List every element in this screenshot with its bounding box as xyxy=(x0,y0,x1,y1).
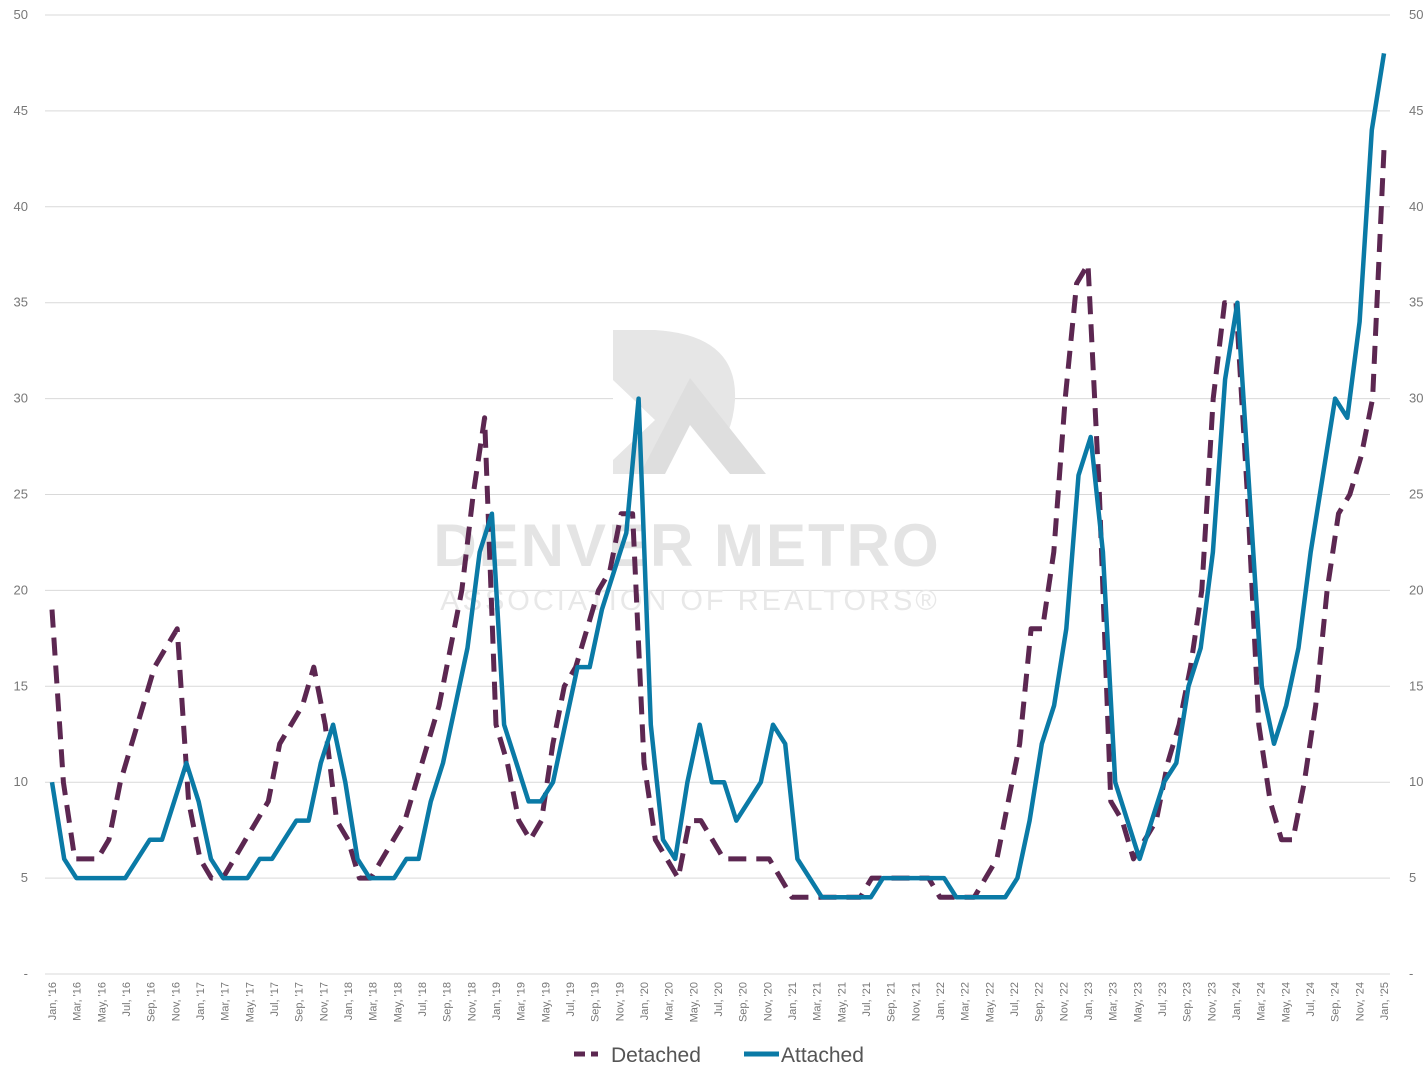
series-points-attached xyxy=(51,53,1385,898)
y-tick-label-right: 15 xyxy=(1409,678,1423,693)
y-tick-label-left: 15 xyxy=(14,678,28,693)
legend: Detached Attached xyxy=(574,1044,864,1066)
x-tick-label: Jul, '16 xyxy=(121,982,133,1017)
series-layer xyxy=(49,53,1387,900)
x-tick-label: Mar, '17 xyxy=(220,982,232,1021)
y-tick-label-left: 5 xyxy=(21,870,28,885)
x-tick-label: Nov, '24 xyxy=(1354,982,1366,1021)
x-tick-label: Jul, '23 xyxy=(1157,982,1169,1017)
x-tick-label: Nov, '22 xyxy=(1058,982,1070,1021)
x-tick-label: Sep, '18 xyxy=(442,982,454,1022)
x-tick-label: Jan, '22 xyxy=(935,982,947,1020)
y-tick-label-left: 40 xyxy=(14,199,28,214)
x-axis: Jan, '16 Mar, '16 May, '16 Jul, '16 Sep, '16… xyxy=(47,982,1391,1022)
y-tick-label-left: - xyxy=(24,966,28,981)
y-tick-label-right: 50 xyxy=(1409,7,1423,22)
y-tick-label-right: 40 xyxy=(1409,199,1423,214)
x-tick-label: Sep, '17 xyxy=(294,982,306,1022)
watermark: DENVER METRO ASSOCIATION OF REALTORS® xyxy=(433,330,940,617)
x-tick-label: Nov, '16 xyxy=(170,982,182,1021)
x-tick-label: Jan, '25 xyxy=(1379,982,1391,1020)
x-tick-label: Sep, '21 xyxy=(886,982,898,1022)
x-tick-label: May, '16 xyxy=(96,982,108,1022)
x-tick-label: Mar, '16 xyxy=(72,982,84,1021)
x-tick-label: May, '23 xyxy=(1132,982,1144,1022)
y-tick-label-right: - xyxy=(1409,966,1413,981)
series-line-attached xyxy=(49,53,1387,900)
y-tick-label-left: 50 xyxy=(14,7,28,22)
x-tick-label: Jul, '19 xyxy=(565,982,577,1017)
x-tick-label: May, '20 xyxy=(688,982,700,1022)
y-tick-label-right: 45 xyxy=(1409,103,1423,118)
x-tick-label: Sep, '22 xyxy=(1034,982,1046,1022)
x-tick-label: Mar, '21 xyxy=(812,982,824,1021)
x-tick-label: Sep, '24 xyxy=(1330,982,1342,1022)
watermark-subtitle: ASSOCIATION OF REALTORS® xyxy=(440,585,939,617)
x-tick-label: Mar, '20 xyxy=(664,982,676,1021)
x-tick-label: Jan, '24 xyxy=(1231,982,1243,1020)
x-tick-label: May, '18 xyxy=(392,982,404,1022)
x-tick-label: Jan, '16 xyxy=(47,982,59,1020)
x-tick-label: May, '22 xyxy=(984,982,996,1022)
x-tick-label: Jan, '19 xyxy=(491,982,503,1020)
watermark-title: DENVER METRO xyxy=(433,512,940,579)
legend-item-attached: Attached xyxy=(744,1044,864,1066)
x-tick-label: Mar, '23 xyxy=(1108,982,1120,1021)
gridlines xyxy=(45,14,1390,975)
x-tick-label: Sep, '19 xyxy=(590,982,602,1022)
x-tick-label: Jan, '18 xyxy=(343,982,355,1020)
legend-label-attached: Attached xyxy=(781,1044,864,1066)
x-tick-label: Mar, '18 xyxy=(368,982,380,1021)
x-tick-label: Nov, '23 xyxy=(1206,982,1218,1021)
y-tick-label-left: 45 xyxy=(14,103,28,118)
y-tick-label-left: 30 xyxy=(14,391,28,406)
y-tick-label-left: 10 xyxy=(14,774,28,789)
y-tick-label-right: 5 xyxy=(1409,870,1416,885)
x-tick-label: Nov, '19 xyxy=(614,982,626,1021)
legend-label-detached: Detached xyxy=(611,1044,701,1066)
y-tick-label-right: 10 xyxy=(1409,774,1423,789)
x-tick-label: Jan, '23 xyxy=(1083,982,1095,1020)
y-tick-label-right: 25 xyxy=(1409,487,1423,502)
x-tick-label: Jul, '21 xyxy=(861,982,873,1017)
y-tick-label-left: 25 xyxy=(14,487,28,502)
x-tick-label: Jul, '20 xyxy=(713,982,725,1017)
x-tick-label: Nov, '20 xyxy=(762,982,774,1021)
x-tick-label: May, '21 xyxy=(836,982,848,1022)
x-tick-label: May, '19 xyxy=(540,982,552,1022)
y-tick-label-right: 30 xyxy=(1409,391,1423,406)
x-tick-label: Mar, '24 xyxy=(1256,982,1268,1021)
x-tick-label: Mar, '22 xyxy=(960,982,972,1021)
x-tick-label: Sep, '20 xyxy=(738,982,750,1022)
y-tick-label-right: 35 xyxy=(1409,295,1423,310)
x-tick-label: Jul, '18 xyxy=(417,982,429,1017)
x-tick-label: Nov, '18 xyxy=(466,982,478,1021)
x-tick-label: Nov, '17 xyxy=(318,982,330,1021)
y-axis-left: - 5 10 15 20 25 30 35 40 45 50 xyxy=(14,7,28,981)
y-tick-label-left: 35 xyxy=(14,295,28,310)
x-tick-label: May, '17 xyxy=(244,982,256,1022)
x-tick-label: Jul, '24 xyxy=(1305,982,1317,1017)
x-tick-label: May, '24 xyxy=(1280,982,1292,1022)
series-line-detached xyxy=(49,149,1387,900)
legend-item-detached: Detached xyxy=(574,1044,701,1066)
x-tick-label: Jan, '20 xyxy=(639,982,651,1020)
x-tick-label: Mar, '19 xyxy=(516,982,528,1021)
x-tick-label: Sep, '16 xyxy=(146,982,158,1022)
y-tick-label-left: 20 xyxy=(14,582,28,597)
x-tick-label: Jul, '17 xyxy=(269,982,281,1017)
x-tick-label: Nov, '21 xyxy=(910,982,922,1021)
watermark-logo-icon xyxy=(613,330,766,474)
x-tick-label: Sep, '23 xyxy=(1182,982,1194,1022)
x-tick-label: Jan, '21 xyxy=(787,982,799,1020)
y-tick-label-right: 20 xyxy=(1409,582,1423,597)
y-axis-right: - 5 10 15 20 25 30 35 40 45 50 xyxy=(1409,7,1423,981)
x-tick-label: Jul, '22 xyxy=(1009,982,1021,1017)
x-tick-label: Jan, '17 xyxy=(195,982,207,1020)
